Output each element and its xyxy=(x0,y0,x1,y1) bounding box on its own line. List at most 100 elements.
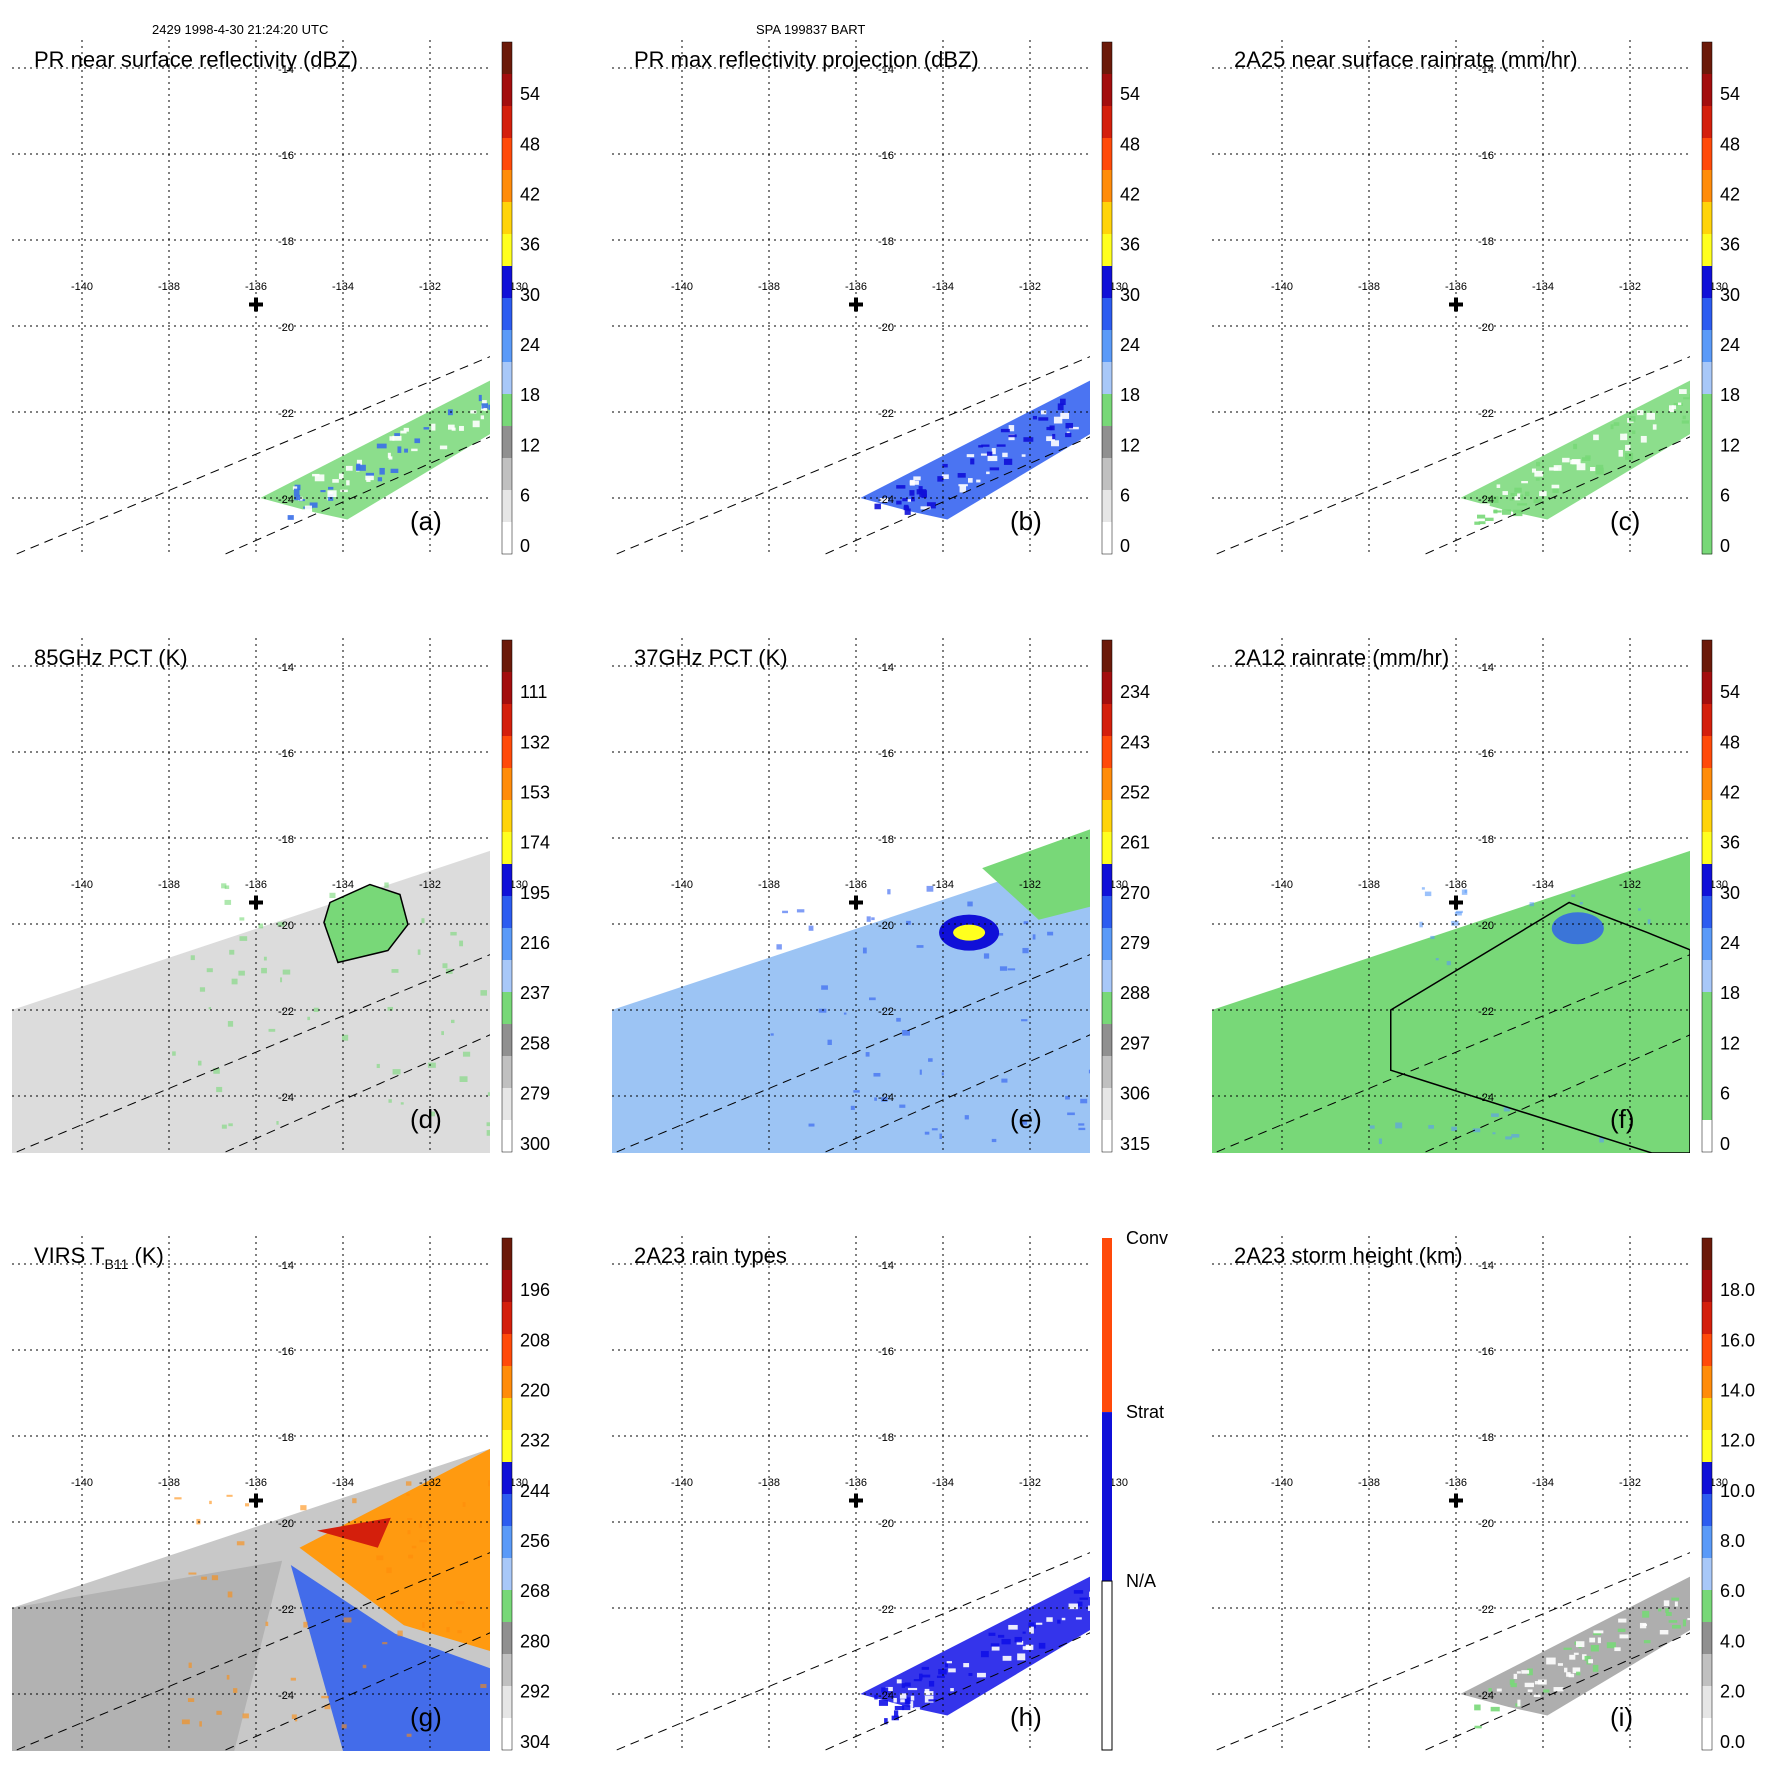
rain-cell xyxy=(491,400,500,404)
field-cell xyxy=(239,917,245,921)
rain-cell xyxy=(1572,1667,1581,1674)
rain-cell xyxy=(1693,403,1700,408)
panel-h: -140 -138 -136 -134 -132 -130-14-16-18-20-22-… xyxy=(612,1228,1168,1751)
field-cell xyxy=(174,1497,182,1500)
rain-cell xyxy=(919,1673,923,1680)
rain-cell xyxy=(345,465,353,471)
rain-cell xyxy=(472,420,480,428)
rain-cell xyxy=(1517,1699,1521,1707)
rain-cell xyxy=(1687,1617,1690,1621)
rain-cell xyxy=(921,1674,931,1678)
rain-cell xyxy=(1474,1725,1482,1729)
rain-cell xyxy=(1516,1671,1521,1674)
lat-label: -16 xyxy=(278,1346,294,1358)
colorbar-segment xyxy=(1702,522,1712,555)
panel-f: -140 -138 -136 -134 -132 -130-14-16-18-20-22-… xyxy=(1212,638,1740,1154)
colorbar-segment xyxy=(502,234,512,267)
colorbar-segment xyxy=(1702,1024,1712,1057)
field-cell xyxy=(1638,908,1641,911)
rain-cell xyxy=(376,443,387,449)
rain-cell xyxy=(921,1666,929,1670)
field-cell xyxy=(392,1069,401,1075)
lat-label: -18 xyxy=(278,1432,294,1444)
colorbar-segment xyxy=(1702,640,1712,673)
field-cell xyxy=(516,1571,521,1574)
rain-cell xyxy=(1553,1687,1564,1692)
rain-cell xyxy=(1496,1688,1502,1692)
colorbar-tick-label: 24 xyxy=(1120,335,1140,355)
rain-cell xyxy=(1488,496,1499,503)
rain-cell xyxy=(404,448,408,453)
field-cell xyxy=(995,933,1004,936)
colorbar-frame xyxy=(1701,41,1713,555)
panel-title-end: (K) xyxy=(128,1243,163,1268)
swath-edge-line xyxy=(225,1632,490,1751)
header-left-text: 2429 1998-4-30 21:24:20 UTC xyxy=(152,22,329,37)
field-cell xyxy=(1451,920,1459,926)
lat-label: -16 xyxy=(278,150,294,162)
field-cell xyxy=(201,1576,207,1580)
colorbar-tick-label: 6 xyxy=(1120,486,1130,506)
rain-cell xyxy=(989,467,1000,471)
rain-cell xyxy=(1551,484,1560,489)
rain-cell xyxy=(439,445,448,450)
panel-b: -140 -138 -136 -134 -132 -130-14-16-18-20-22-… xyxy=(612,40,1140,556)
rain-cell xyxy=(878,1700,889,1706)
field-cell xyxy=(406,1493,410,1496)
colorbar-tick-label: 304 xyxy=(520,1732,550,1752)
rain-cell xyxy=(377,477,383,482)
rain-cell xyxy=(1520,494,1524,501)
lat-label: -24 xyxy=(278,494,294,506)
lat-label: -22 xyxy=(1478,408,1494,420)
colorbar-segment xyxy=(1102,458,1112,491)
rain-cell xyxy=(1092,409,1097,415)
field-cell xyxy=(224,885,230,890)
rain-cell xyxy=(1514,493,1521,501)
lat-label: -22 xyxy=(878,408,894,420)
field-cell xyxy=(419,1539,427,1543)
colorbar-frame xyxy=(501,41,513,555)
field-cell xyxy=(405,1481,412,1486)
rain-cell xyxy=(1046,1617,1053,1622)
swath-edge-line xyxy=(616,954,1090,1153)
colorbar-tick-label: 174 xyxy=(520,833,550,853)
field-cell xyxy=(865,1052,870,1057)
rain-cell xyxy=(950,1688,954,1692)
rain-cell xyxy=(1683,397,1690,400)
lat-label: -14 xyxy=(278,1260,294,1272)
colorbar-segment xyxy=(1702,42,1712,75)
colorbar-segment xyxy=(1102,362,1112,395)
field-cell xyxy=(512,1705,515,1707)
field-cell xyxy=(417,949,421,955)
rain-cell xyxy=(1474,521,1481,525)
lon-label: -140 xyxy=(671,1477,693,1489)
lon-label: -134 xyxy=(1532,1477,1554,1489)
lon-label: -136 xyxy=(245,281,267,293)
colorbar-segment xyxy=(1702,896,1712,929)
rain-cell xyxy=(1625,452,1634,460)
field-cell xyxy=(1491,1113,1499,1117)
lon-label: -138 xyxy=(158,281,180,293)
rain-cell xyxy=(997,1634,1005,1638)
lon-label: -140 xyxy=(671,879,693,891)
rain-cell xyxy=(1569,1654,1576,1660)
field-cell xyxy=(376,1063,380,1069)
rain-cell xyxy=(480,415,485,420)
colorbar-tick-label: 18 xyxy=(1720,385,1740,405)
field-cell xyxy=(1022,947,1029,954)
plot-area xyxy=(612,1236,1090,1751)
colorbar-tick-label: 196 xyxy=(520,1280,550,1300)
rain-cell xyxy=(1576,1671,1581,1676)
field-cell xyxy=(457,1630,462,1634)
plot-area xyxy=(12,638,490,1153)
swath-edge-line xyxy=(1216,1552,1690,1751)
rain-cell xyxy=(981,444,990,447)
field-cell xyxy=(321,1695,329,1699)
colorbar-segment xyxy=(1702,426,1712,459)
rain-cell xyxy=(478,394,482,402)
colorbar-segment xyxy=(1702,362,1712,395)
panel-title: 2A25 near surface rainrate (mm/hr) xyxy=(1234,47,1578,72)
rain-cell xyxy=(913,476,921,481)
rain-cell xyxy=(1065,422,1074,429)
rain-cell xyxy=(1581,457,1591,461)
